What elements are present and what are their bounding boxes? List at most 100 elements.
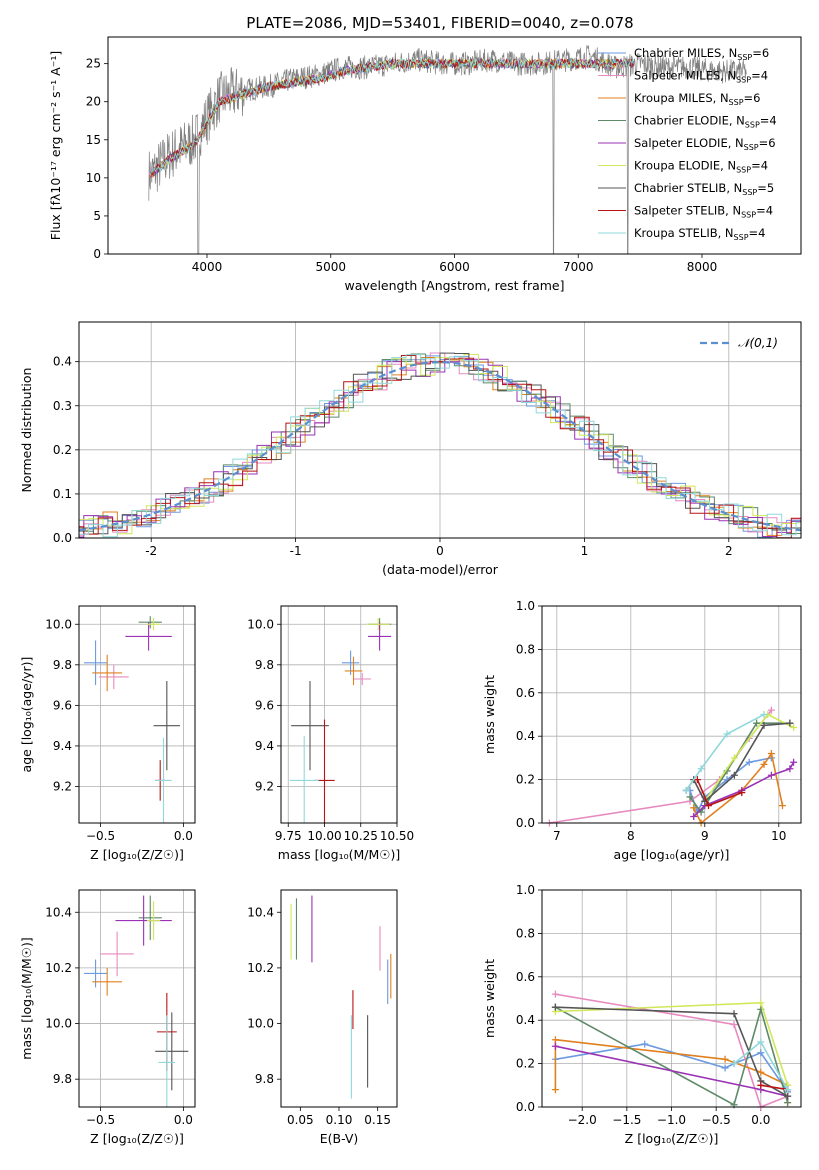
point-marker-krou_stelib: [682, 786, 690, 794]
mass_vs_ebv-axes: 0.05 0.10 0.15 9.8 10.0 10.2 10.4 E(B-V): [247, 905, 391, 1146]
x-axis-label: Z [log₁₀(Z/Z☉)]: [90, 1131, 184, 1146]
x-tick-label: 8: [627, 829, 635, 843]
axes-frame: [78, 889, 196, 1108]
x-tick-label: 10.25: [344, 829, 378, 843]
x-tick-label: 0.0: [174, 829, 193, 843]
point-marker-krou_stelib: [757, 1038, 765, 1046]
point-marker-krou_stelib: [760, 711, 768, 718]
point-marker-krou_miles: [779, 802, 786, 810]
x-tick-label: −0.5: [86, 829, 115, 843]
legend-n: =4: [756, 204, 773, 218]
point-marker-chab_stelib: [786, 719, 794, 727]
model-spectrum-salp_stelib: [151, 57, 634, 176]
legend-subscript: SSP: [737, 53, 752, 62]
legend-entry: Salpeter MILES, NSSP=4: [634, 69, 768, 85]
point-marker-krou_miles: [690, 804, 698, 812]
axes-frame: [541, 889, 802, 1108]
point-marker-salp_miles: [730, 1021, 738, 1029]
mass-weight-line-salp_stelib: [760, 1084, 788, 1091]
y-tick-label: 1.0: [516, 599, 535, 613]
point-marker-salp_elodie: [790, 758, 798, 766]
point-marker-salp_stelib: [738, 789, 746, 797]
axes-frame: [107, 36, 802, 255]
y-tick-label: 9.4: [255, 739, 274, 753]
y-tick-label: 5: [93, 209, 101, 223]
x-tick-label: −2.0: [568, 1113, 597, 1127]
y-tick-label: 0.0: [516, 1100, 535, 1114]
x-tick-label: 2: [725, 544, 733, 558]
histogram-salp_elodie: [79, 358, 801, 538]
y-tick-label: 10.0: [247, 617, 274, 631]
age_vs_mass-axes: 9.75 10.00 10.25 10.50 9.2 9.4 9.6 9.8 10.0 mass …: [247, 606, 414, 862]
point-marker-chab_stelib: [760, 721, 768, 729]
model-spectrum-krou_stelib: [151, 57, 634, 173]
legend-entry: Kroupa STELIB, NSSP=4: [634, 226, 765, 242]
residuals-legend: 𝒩(0,1): [700, 336, 778, 350]
y-tick-label: 10.2: [247, 961, 274, 975]
legend-n: =4: [751, 69, 768, 83]
legend-subscript: SSP: [742, 188, 757, 197]
legend-label: Kroupa MILES, N: [634, 91, 729, 105]
y-axis-label: Normed distribution: [19, 368, 34, 493]
y-tick-label: 9.8: [255, 1072, 274, 1086]
point-marker-chab_miles: [721, 1064, 729, 1072]
residual-histograms: [79, 352, 801, 538]
mass-weight-line-chab_miles: [555, 1043, 789, 1093]
x-axis-label: age [log₁₀(age/yr)]: [614, 847, 730, 862]
x-tick-label: 9.75: [275, 829, 302, 843]
gaussian-curve: [79, 360, 801, 532]
x-tick-label: 0.05: [287, 1113, 314, 1127]
y-tick-label: 0.2: [516, 773, 535, 787]
x-tick-label: 0.0: [174, 1113, 193, 1127]
legend-subscript: SSP: [744, 143, 759, 152]
legend-label: Salpeter MILES, N: [634, 69, 736, 83]
spectrum-series: [148, 45, 747, 254]
point-marker-krou_stelib: [723, 730, 731, 738]
legend-subscript: SSP: [741, 211, 756, 220]
y-tick-label: 0: [93, 247, 101, 261]
y-tick-label: 10.4: [45, 905, 72, 919]
massweight_vs_age-series: [545, 706, 798, 827]
figure-title: PLATE=2086, MJD=53401, FIBERID=0040, z=0…: [246, 14, 633, 32]
axes-frame: [541, 605, 802, 824]
point-marker-salp_miles: [767, 706, 775, 714]
legend-n: =5: [757, 181, 774, 195]
y-tick-label: 9.2: [255, 779, 274, 793]
axes-frame: [78, 321, 802, 539]
mass-weight-line-krou_elodie: [704, 713, 794, 802]
y-axis-label: mass weight: [482, 959, 497, 1038]
point-marker-krou_stelib: [697, 765, 705, 773]
y-tick-label: 9.8: [53, 658, 72, 672]
massweight_vs_Z-series: [551, 990, 792, 1111]
point-marker-krou_miles: [757, 1068, 765, 1076]
y-tick-label: 0.3: [53, 399, 72, 413]
x-tick-label: 7000: [563, 260, 594, 274]
legend-n: =4: [760, 114, 777, 128]
x-axis-label: E(B-V): [320, 1131, 359, 1146]
y-tick-label: 0.4: [516, 1013, 535, 1027]
y-tick-label: 9.6: [255, 698, 274, 712]
y-tick-label: 10.2: [45, 961, 72, 975]
x-tick-label: −0.5: [702, 1113, 731, 1127]
x-tick-label: 0.15: [364, 1113, 391, 1127]
point-marker-salp_elodie: [767, 771, 775, 779]
spectrum-axes: 4000 5000 6000 7000 8000 0 5 10 15 20 25 wavelength…: [48, 51, 717, 293]
mass-weight-line-salp_miles: [549, 709, 773, 824]
point-marker-chab_miles: [641, 1040, 649, 1048]
y-tick-label: 0.0: [516, 816, 535, 830]
legend-subscript: SSP: [736, 76, 751, 85]
y-axis-label: Flux [fλ10⁻¹⁷ erg cm⁻² s⁻¹ A⁻¹]: [48, 51, 63, 240]
mass-weight-line-krou_stelib: [685, 713, 765, 791]
x-tick-label: 9: [701, 829, 709, 843]
legend-subscript: SSP: [729, 98, 744, 107]
point-marker-salp_elodie: [786, 765, 794, 773]
legend-n: =4: [749, 226, 766, 240]
x-tick-label: 10: [771, 829, 786, 843]
point-marker-chab_stelib: [730, 771, 738, 779]
point-marker-chab_elodie: [753, 719, 761, 727]
y-tick-label: 0.6: [516, 970, 535, 984]
mass_vs_Z-axes: −0.5 0.0 9.8 10.0 10.2 10.4 Z [log₁₀(Z/Z☉)] mas…: [19, 890, 195, 1146]
x-tick-label: −1.0: [657, 1113, 686, 1127]
axes-frame: [280, 605, 398, 824]
point-marker-salp_elodie: [551, 1042, 559, 1050]
